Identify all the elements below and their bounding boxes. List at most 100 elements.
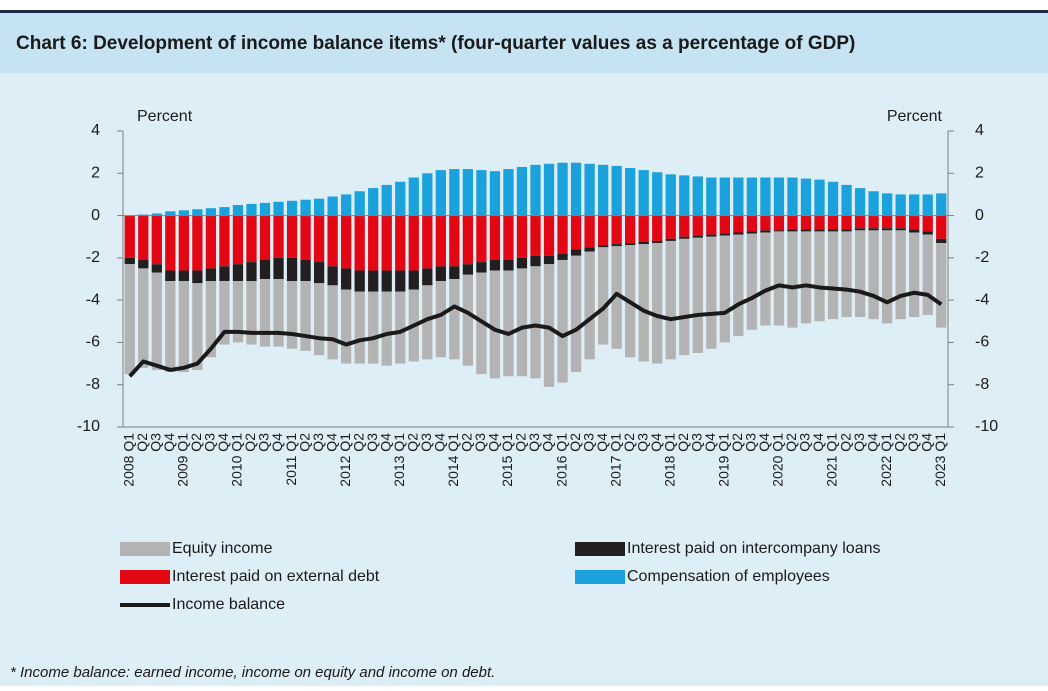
x-tick-label: Q4 xyxy=(486,433,502,452)
bar xyxy=(557,253,568,260)
x-tick-label: 2012 Q1 xyxy=(337,433,353,487)
bar xyxy=(841,231,852,318)
bar xyxy=(800,231,812,324)
legend-label: Interest paid on external debt xyxy=(172,568,380,585)
x-tick-label: 2016 Q1 xyxy=(553,433,569,487)
bar xyxy=(868,215,879,229)
bar xyxy=(882,228,893,231)
bar xyxy=(422,285,433,360)
bar xyxy=(773,230,785,232)
bar xyxy=(395,181,406,216)
bar xyxy=(827,181,839,216)
x-tick-label: Q4 xyxy=(810,433,826,452)
bar xyxy=(841,229,852,232)
bar xyxy=(138,215,149,260)
bar xyxy=(665,174,676,216)
y2-tick-label: 0 xyxy=(975,207,984,224)
bar xyxy=(300,215,311,260)
bar xyxy=(489,215,501,260)
bar xyxy=(178,215,189,271)
bar xyxy=(273,201,284,216)
bar xyxy=(381,215,392,271)
x-tick-label: 2015 Q1 xyxy=(499,433,515,487)
x-tick-label: 2009 Q1 xyxy=(175,433,191,487)
bar xyxy=(313,198,325,216)
x-tick-label: 2019 Q1 xyxy=(716,433,732,487)
bar xyxy=(882,215,893,229)
bar xyxy=(787,229,798,232)
bar xyxy=(368,291,379,364)
bar xyxy=(597,164,609,216)
bar xyxy=(787,177,798,216)
bar xyxy=(909,194,920,216)
bar xyxy=(381,291,392,366)
bar xyxy=(476,215,487,263)
bar xyxy=(692,176,703,216)
bar xyxy=(936,238,947,244)
x-tick-label: Q3 xyxy=(797,433,813,452)
bar xyxy=(638,170,649,216)
y-tick-label: -8 xyxy=(86,376,100,393)
y-tick-label: -4 xyxy=(86,291,100,308)
bar xyxy=(936,243,947,328)
bar xyxy=(706,234,717,237)
bar xyxy=(746,177,758,216)
bar xyxy=(124,264,135,375)
bar xyxy=(327,215,338,267)
bar xyxy=(882,193,893,216)
bar xyxy=(259,259,271,279)
chart-title: Chart 6: Development of income balance i… xyxy=(16,33,855,54)
bar xyxy=(138,214,149,216)
bar xyxy=(300,199,311,216)
bar xyxy=(760,232,771,326)
bar xyxy=(341,268,352,290)
bar xyxy=(570,255,582,373)
bar xyxy=(909,232,920,318)
x-tick-label: Q4 xyxy=(377,433,393,452)
bar xyxy=(516,268,528,377)
legend-label: Compensation of employees xyxy=(627,568,830,585)
bar xyxy=(192,283,203,370)
bar xyxy=(665,215,676,239)
bar xyxy=(354,291,365,364)
x-tick-label: Q2 xyxy=(675,433,691,452)
x-tick-label: 2022 Q1 xyxy=(878,433,894,487)
y-axis-title: Percent xyxy=(137,108,193,125)
x-tick-label: Q3 xyxy=(256,433,272,452)
y-tick-label: 4 xyxy=(91,122,100,139)
x-tick-label: 2023 Q1 xyxy=(932,433,948,487)
bar xyxy=(327,266,338,286)
bar xyxy=(489,270,501,379)
bar xyxy=(854,188,866,216)
bar xyxy=(408,215,419,271)
bar xyxy=(151,215,162,265)
bar xyxy=(449,279,460,360)
bar xyxy=(489,259,501,271)
bar xyxy=(800,229,812,232)
x-tick-label: Q3 xyxy=(580,433,596,452)
bar xyxy=(733,177,744,216)
bar xyxy=(286,257,298,282)
bar xyxy=(503,215,514,260)
bar xyxy=(611,246,622,349)
x-tick-label: Q3 xyxy=(202,433,218,452)
bar xyxy=(462,215,474,265)
bar xyxy=(584,247,595,252)
x-tick-label: Q3 xyxy=(688,433,704,452)
bar xyxy=(313,283,325,356)
top-rule xyxy=(0,10,1048,13)
bar xyxy=(138,268,149,368)
bar xyxy=(827,215,839,230)
bar xyxy=(638,244,649,362)
bar xyxy=(597,215,609,246)
bar xyxy=(205,215,217,269)
bar xyxy=(151,272,162,370)
bar xyxy=(327,285,338,360)
bar xyxy=(368,188,379,216)
bar xyxy=(706,236,717,349)
y-tick-label: 0 xyxy=(91,207,100,224)
bar xyxy=(462,169,474,216)
x-tick-label: Q3 xyxy=(148,433,164,452)
bar xyxy=(422,215,433,269)
x-tick-label: Q4 xyxy=(215,433,231,452)
